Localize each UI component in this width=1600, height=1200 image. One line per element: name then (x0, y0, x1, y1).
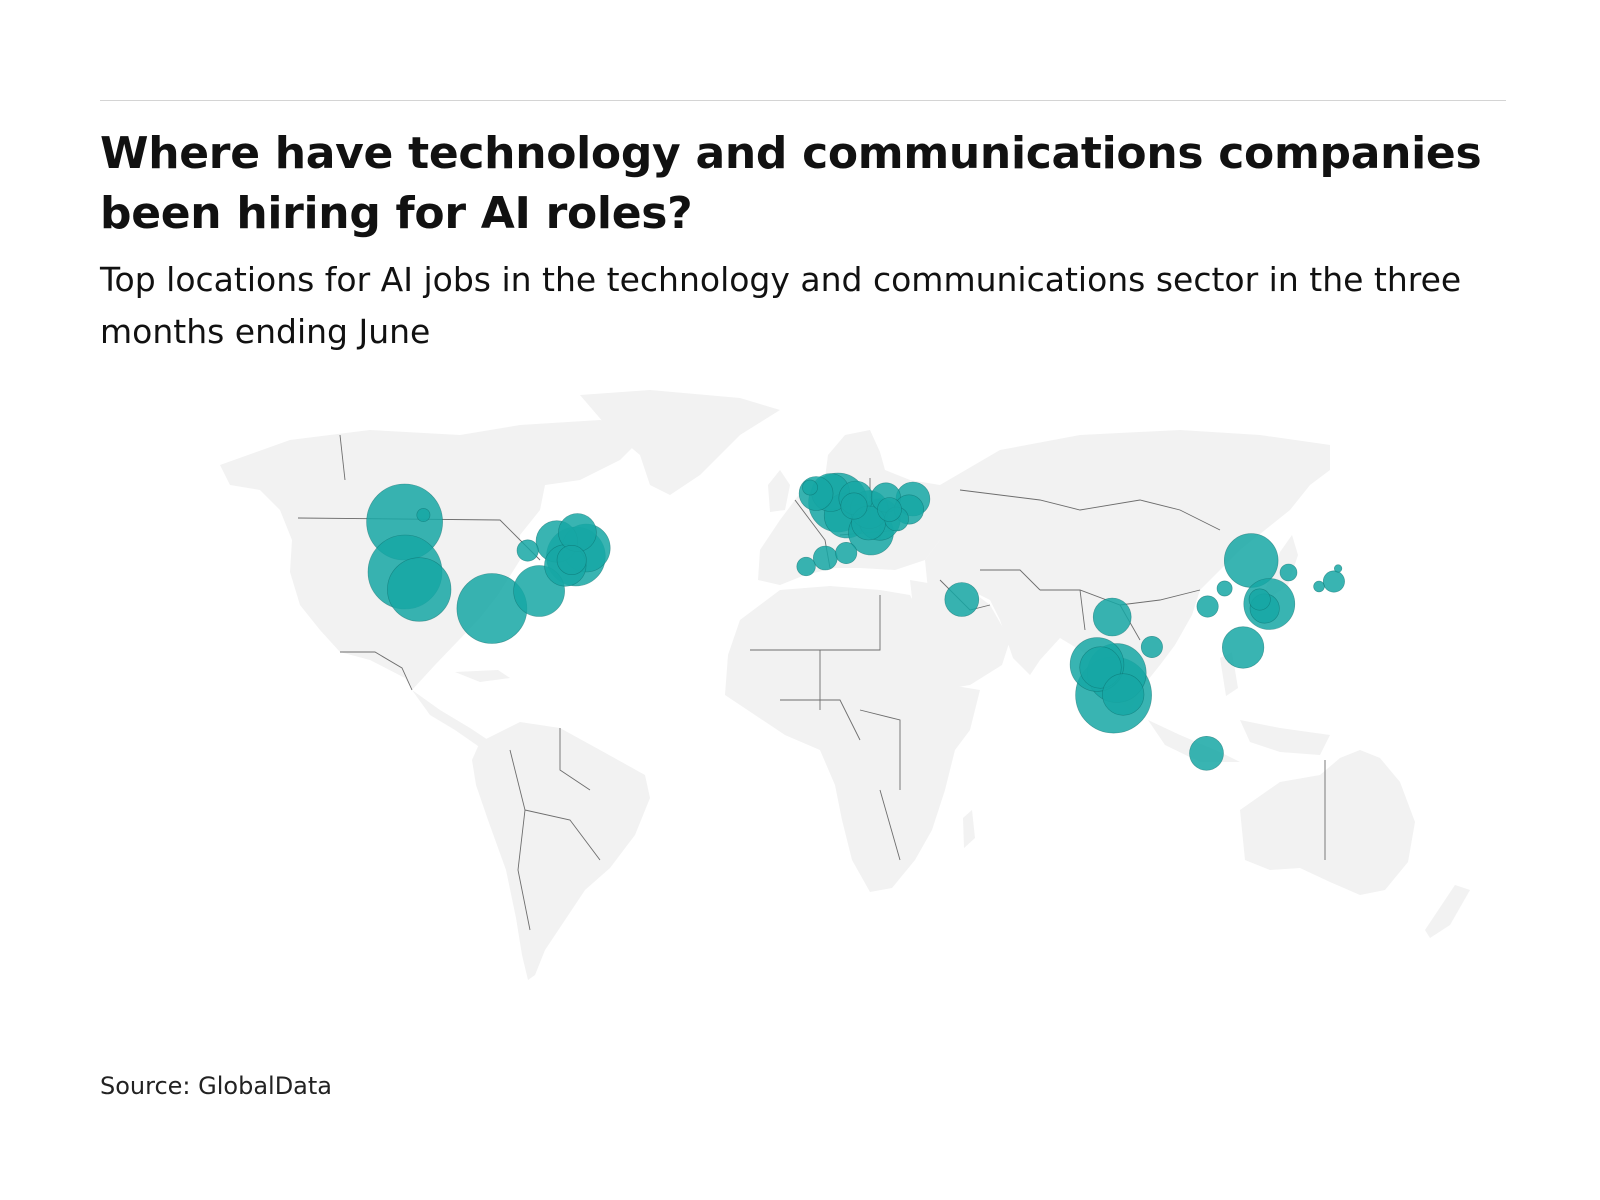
location-bubble (840, 492, 868, 520)
location-bubble (1221, 626, 1265, 669)
location-bubble (387, 557, 452, 622)
landmass-new-zealand (1425, 885, 1470, 938)
border-south-america (509, 728, 601, 931)
landmass-caribbean (455, 670, 510, 682)
landmass-africa (725, 586, 980, 892)
location-bubble (516, 539, 539, 562)
location-bubble (877, 497, 902, 522)
location-bubble (1140, 636, 1163, 659)
landmass-british-isles (768, 470, 790, 512)
location-bubble (1102, 673, 1145, 716)
location-bubble (1189, 735, 1224, 771)
landmass-indonesia (1148, 720, 1330, 762)
landmass-greenland (580, 390, 780, 495)
location-bubble (1279, 563, 1298, 582)
landmass-australia (1240, 750, 1415, 895)
landmass-asia (925, 430, 1330, 710)
land-layer (220, 390, 1470, 980)
landmass-madagascar (963, 810, 975, 848)
location-bubble (1196, 595, 1219, 618)
location-bubble (812, 545, 838, 571)
border-alaska-canada (339, 434, 346, 481)
location-bubble (798, 476, 834, 511)
location-bubble (1092, 597, 1132, 637)
location-bubble (1313, 580, 1325, 593)
location-bubble (416, 508, 431, 522)
location-bubble (802, 479, 818, 496)
location-bubble (1333, 564, 1343, 573)
source-note: Source: GlobalData (100, 1072, 333, 1100)
chart-subtitle: Top locations for AI jobs in the technol… (100, 260, 1462, 351)
border-us-mexico (340, 651, 413, 691)
location-bubble (796, 556, 816, 577)
location-bubble (944, 582, 980, 617)
location-bubble (1248, 588, 1271, 611)
location-bubble (835, 542, 858, 565)
location-bubble (1322, 570, 1345, 593)
location-bubble (1216, 580, 1233, 597)
chart-title: Where have technology and communications… (100, 128, 1482, 239)
location-bubble (558, 513, 597, 552)
location-bubble (556, 545, 587, 576)
landmass-central-america (412, 690, 488, 746)
bubble-layer (366, 472, 1345, 771)
top-rule (100, 100, 1506, 101)
landmass-south-america (472, 722, 650, 980)
world-map (220, 390, 1470, 980)
border-africa (750, 595, 901, 861)
